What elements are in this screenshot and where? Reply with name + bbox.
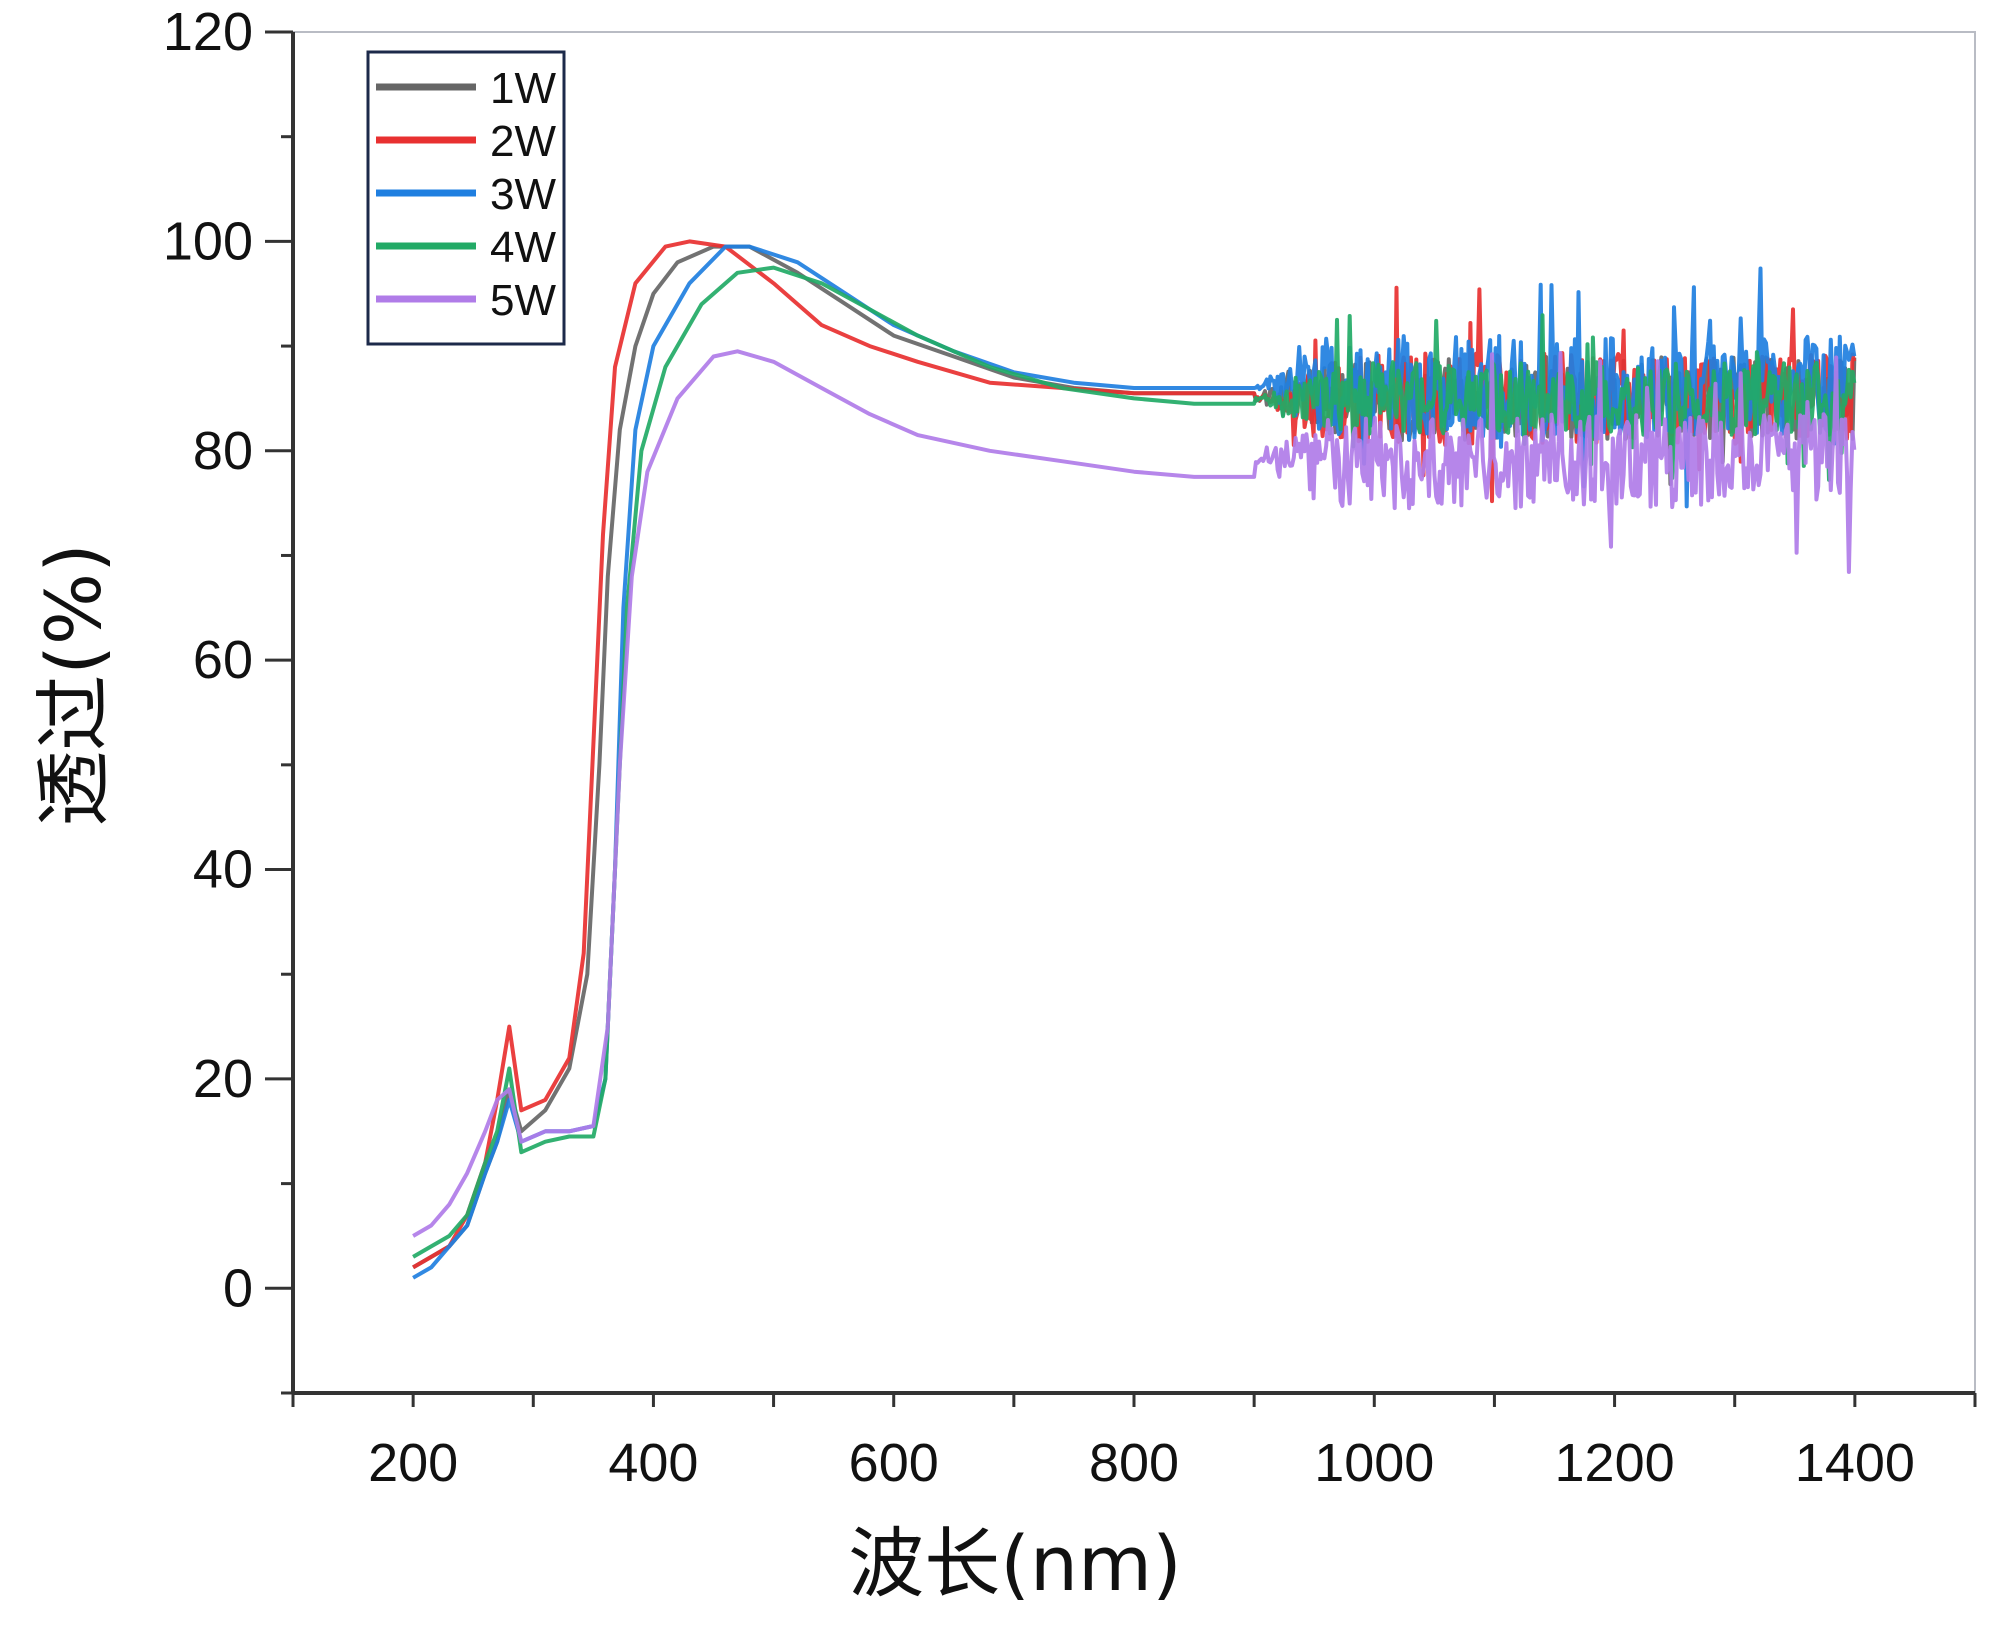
series-layer [412, 239, 1857, 1280]
y-axis-ticks: 0 20 40 60 80 100 120 [163, 2, 293, 1395]
x-tick-label: 1400 [1795, 1433, 1915, 1493]
y-tick-label: 80 [193, 421, 253, 481]
y-tick-label: 120 [163, 2, 253, 62]
x-tick-label: 200 [368, 1433, 458, 1493]
legend-label-1W: 1W [490, 64, 556, 113]
y-tick-label: 100 [163, 211, 253, 271]
series-line-4W [412, 265, 1857, 1259]
legend-label-5W: 5W [490, 276, 556, 325]
x-tick-label: 600 [849, 1433, 939, 1493]
y-axis-label: 透过(%) [29, 543, 118, 827]
x-tick-label: 1000 [1314, 1433, 1434, 1493]
y-tick-label: 0 [223, 1258, 253, 1318]
legend-label-2W: 2W [490, 117, 556, 166]
legend-box [366, 50, 566, 346]
x-tick-label: 400 [608, 1433, 698, 1493]
x-tick-label: 800 [1089, 1433, 1179, 1493]
y-tick-label: 40 [193, 840, 253, 900]
x-axis-ticks: 200 400 600 800 1000 1200 1400 [291, 1393, 1977, 1493]
series-line-3W [412, 244, 1857, 1280]
y-tick-label: 20 [193, 1049, 253, 1109]
x-axis-label: 波长(nm) [848, 1519, 1182, 1608]
x-tick-label: 1200 [1555, 1433, 1675, 1493]
series-line-5W [412, 349, 1857, 1238]
y-tick-label: 60 [193, 630, 253, 690]
legend-label-3W: 3W [490, 170, 556, 219]
legend-label-4W: 4W [490, 223, 556, 272]
